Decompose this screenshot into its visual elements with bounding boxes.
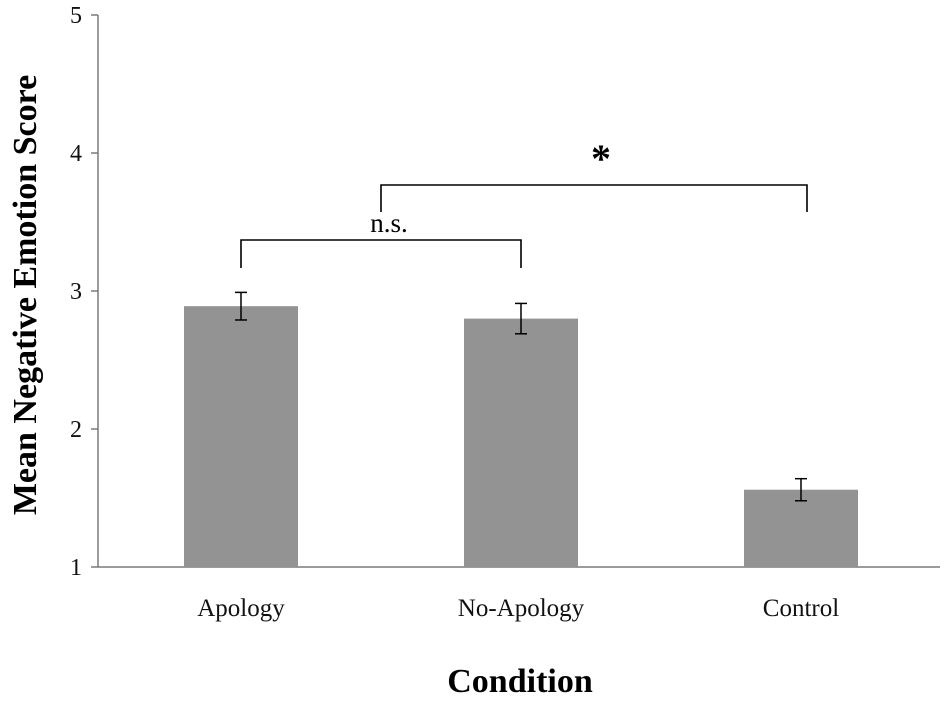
bars	[184, 306, 858, 567]
y-axis-ticks: 1 2 3 4 5	[70, 3, 98, 581]
annotation-ns: n.s.	[370, 208, 408, 238]
x-axis-title: Condition	[447, 663, 593, 700]
annotation-significant: *	[591, 136, 611, 181]
x-tick-label-apology: Apology	[197, 595, 285, 622]
bar-control	[744, 489, 858, 567]
bracket-ns	[240, 239, 522, 268]
bar-no-apology	[464, 318, 578, 567]
y-tick-label: 2	[70, 417, 82, 443]
bracket-significant	[380, 184, 808, 212]
error-bars	[235, 291, 807, 502]
x-tick-label-no-apology: No-Apology	[458, 595, 585, 622]
x-axis-tick-labels: Apology No-Apology Control	[197, 595, 839, 622]
x-tick-label-control: Control	[763, 595, 839, 622]
y-tick-label: 3	[70, 279, 82, 305]
y-tick-label: 1	[70, 555, 82, 581]
y-tick-label: 5	[70, 3, 82, 29]
y-tick-label: 4	[70, 141, 82, 167]
bar-apology	[184, 306, 298, 567]
y-axis-title: Mean Negative Emotion Score	[7, 75, 44, 515]
significance-annotations: n.s. *	[240, 136, 808, 268]
